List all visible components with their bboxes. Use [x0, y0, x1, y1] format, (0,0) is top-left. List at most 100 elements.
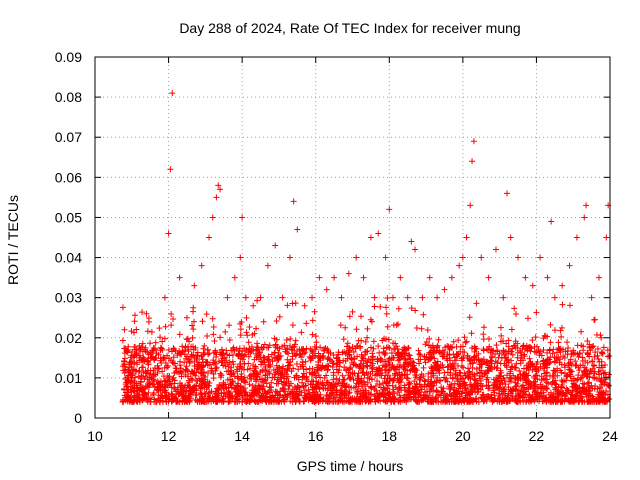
data-point — [274, 376, 281, 383]
data-point — [298, 329, 305, 336]
data-point — [434, 358, 441, 365]
data-point — [284, 345, 291, 352]
data-point — [360, 369, 367, 376]
data-point — [383, 310, 390, 317]
data-point — [292, 337, 299, 344]
data-point — [332, 394, 339, 401]
data-point — [505, 337, 512, 344]
data-point — [475, 398, 482, 405]
data-point-peak — [469, 158, 476, 165]
data-point — [593, 398, 600, 405]
data-point — [185, 356, 192, 363]
data-point — [367, 383, 374, 390]
data-point — [591, 353, 598, 360]
data-point — [408, 305, 415, 312]
data-point — [556, 389, 563, 396]
data-point-peak — [176, 274, 183, 281]
data-point — [177, 365, 184, 372]
x-axis-label: GPS time / hours — [297, 458, 404, 474]
data-point — [302, 382, 309, 389]
data-point — [389, 382, 396, 389]
data-point — [125, 386, 132, 393]
data-point — [541, 394, 548, 401]
data-point — [508, 326, 515, 333]
data-point — [343, 367, 350, 374]
data-point — [221, 359, 228, 366]
data-point — [420, 311, 427, 318]
data-point — [594, 345, 601, 352]
data-point — [282, 380, 289, 387]
data-point — [473, 370, 480, 377]
data-point — [325, 354, 332, 361]
data-point — [158, 345, 165, 352]
data-point — [271, 350, 278, 357]
data-point — [431, 355, 438, 362]
data-point — [416, 375, 423, 382]
y-tick-labels: 0 0.01 0.02 0.03 0.04 0.05 0.06 0.07 0.08 0.09 — [55, 49, 82, 426]
data-point — [426, 335, 433, 342]
data-point — [289, 322, 296, 329]
data-point — [298, 354, 305, 361]
data-point — [584, 380, 591, 387]
data-point — [147, 351, 154, 358]
data-point — [555, 339, 562, 346]
data-point — [492, 358, 499, 365]
data-point — [316, 395, 323, 402]
data-point — [544, 369, 551, 376]
data-point — [460, 364, 467, 371]
data-point — [494, 359, 501, 366]
data-point — [272, 341, 279, 348]
data-point — [523, 345, 530, 352]
data-point — [416, 360, 423, 367]
data-point — [349, 343, 356, 350]
data-point — [302, 358, 309, 365]
data-point — [554, 372, 561, 379]
data-point — [181, 359, 188, 366]
data-point — [252, 398, 259, 405]
data-point-peak — [463, 234, 470, 241]
data-point — [544, 349, 551, 356]
data-point — [144, 383, 151, 390]
data-point — [568, 350, 575, 357]
data-point — [595, 391, 602, 398]
data-point — [547, 339, 554, 346]
data-point — [152, 339, 159, 346]
data-point — [594, 352, 601, 359]
data-point — [241, 385, 248, 392]
data-point-peak — [367, 234, 374, 241]
data-point — [248, 348, 255, 355]
data-point — [384, 295, 391, 302]
data-point — [119, 337, 126, 344]
data-point — [211, 359, 218, 366]
data-point — [345, 372, 352, 379]
data-point — [286, 362, 293, 369]
data-point — [480, 331, 487, 338]
data-point — [425, 370, 432, 377]
data-point — [311, 308, 318, 315]
data-point-peak — [345, 270, 352, 277]
data-point — [346, 389, 353, 396]
data-point — [395, 386, 402, 393]
data-point — [538, 393, 545, 400]
data-point — [407, 367, 414, 374]
data-point — [339, 372, 346, 379]
data-point — [479, 383, 486, 390]
data-point — [369, 368, 376, 375]
data-point — [200, 362, 207, 369]
data-point — [145, 315, 152, 322]
data-point — [464, 352, 471, 359]
data-point-peak — [595, 274, 602, 281]
data-point — [197, 384, 204, 391]
data-point — [381, 350, 388, 357]
data-point — [535, 389, 542, 396]
data-point — [140, 369, 147, 376]
data-point-peak — [522, 274, 529, 281]
y-tick-label: 0.09 — [55, 49, 82, 65]
data-point-peak — [242, 294, 249, 301]
data-point — [357, 313, 364, 320]
data-point — [285, 350, 292, 357]
data-point — [428, 365, 435, 372]
data-point — [447, 372, 454, 379]
data-point-peak — [231, 274, 238, 281]
data-point — [262, 377, 269, 384]
